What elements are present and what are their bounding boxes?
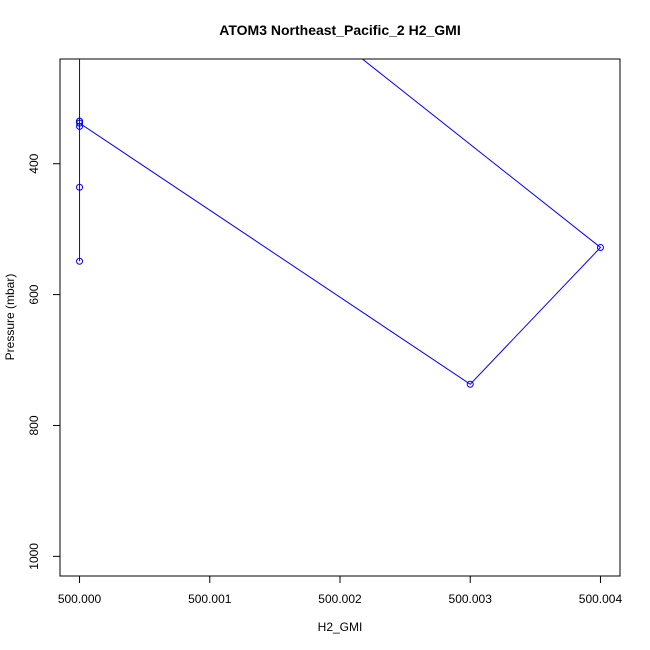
x-tick-label: 500.003	[449, 592, 493, 606]
y-axis-label: Pressure (mbar)	[3, 274, 17, 361]
data-point	[76, 117, 84, 125]
x-tick-label: 500.001	[188, 592, 232, 606]
x-tick-label: 500.004	[579, 592, 623, 606]
data-point	[466, 380, 474, 388]
y-tick-label: 400	[27, 153, 41, 173]
y-tick-label: 800	[27, 415, 41, 435]
data-point	[76, 183, 84, 191]
y-tick-label: 600	[27, 284, 41, 304]
x-axis: 500.000 500.001 500.002 500.003 500.004	[58, 576, 623, 606]
plot-area	[76, 59, 604, 388]
x-axis-label: H2_GMI	[318, 620, 363, 634]
chart-title: ATOM3 Northeast_Pacific_2 H2_GMI	[219, 22, 460, 38]
plot-frame	[59, 58, 621, 577]
series-line	[79, 59, 602, 385]
data-point	[596, 243, 604, 251]
y-tick-label: 1000	[27, 543, 41, 570]
data-point	[76, 119, 84, 127]
data-point	[76, 257, 84, 265]
y-axis: 400 600 800 1000	[27, 153, 60, 570]
x-tick-label: 500.000	[58, 592, 102, 606]
data-point	[76, 122, 84, 130]
x-tick-label: 500.002	[318, 592, 362, 606]
